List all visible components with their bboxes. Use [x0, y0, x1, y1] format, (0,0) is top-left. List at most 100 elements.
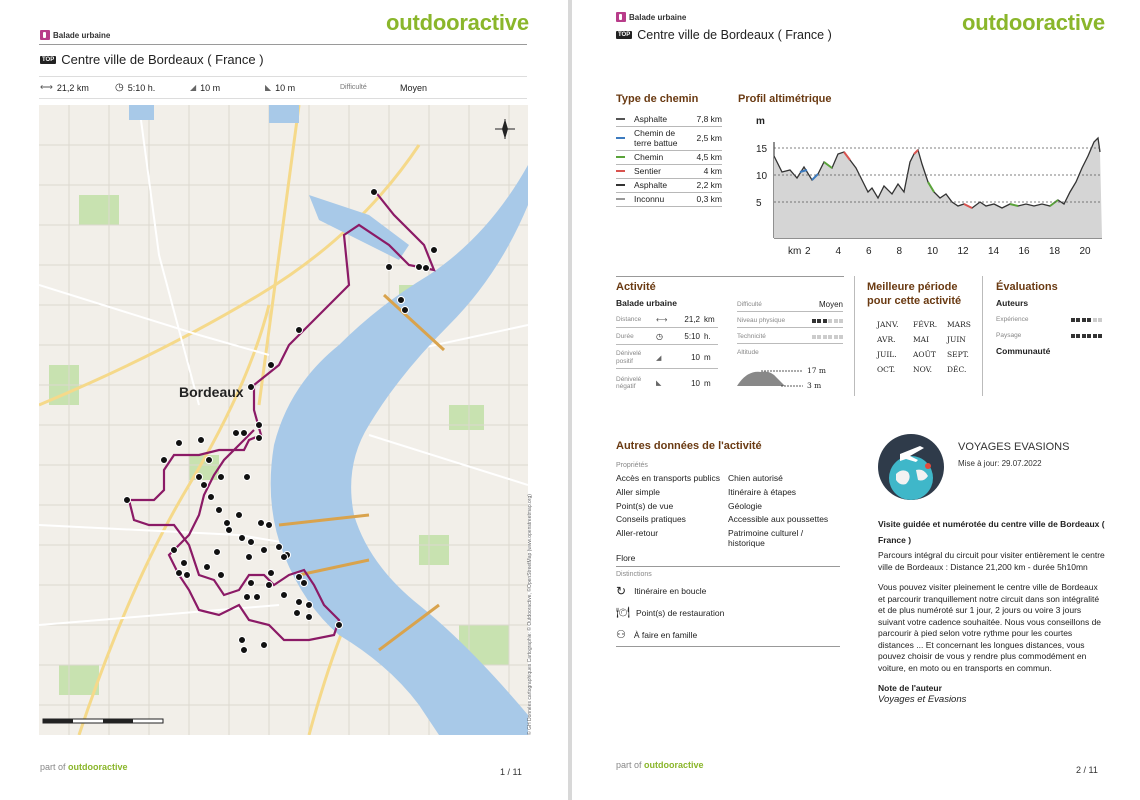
- level-dot: [1087, 334, 1091, 338]
- level-dot: [828, 335, 832, 339]
- path-type-label: Asphalte: [634, 180, 668, 190]
- profile-y-ticks: 15 10 5: [756, 144, 768, 209]
- divider: [39, 44, 527, 45]
- month-label: AOÛT: [913, 350, 936, 359]
- ascent-unit: m: [704, 353, 711, 362]
- activity-duration: Durée ◷ 5:10 h.: [616, 329, 718, 345]
- ascent-label: Dénivelé positif: [616, 350, 642, 365]
- path-type-label: Asphalte: [634, 114, 668, 124]
- divider: [616, 645, 840, 647]
- org-logo: [878, 434, 944, 500]
- vertical-divider: [982, 276, 983, 396]
- page-1: outdooractive Balade urbaine TOP Centre …: [0, 0, 568, 800]
- property-item: Aller simple: [616, 486, 660, 497]
- top-badge: TOP: [616, 31, 633, 39]
- properties-grid: Accès en transports publics Chien autoris…: [616, 473, 840, 549]
- property-item: Itinéraire à étapes: [728, 486, 797, 497]
- vertical-divider: [854, 276, 855, 396]
- level-dot: [1081, 334, 1086, 338]
- activity-physical: Niveau physique: [737, 314, 843, 328]
- x-tick-label: 14: [988, 246, 1000, 257]
- path-type-value: 2,5 km: [696, 133, 722, 143]
- month-label: JANV.: [877, 320, 899, 329]
- clock-icon: ◷: [656, 332, 663, 341]
- other-data-heading: Autres données de l'activité: [616, 440, 762, 452]
- descent-value: 10: [691, 378, 700, 388]
- category-text: Balade urbaine: [629, 12, 687, 22]
- experience-dots: [1069, 315, 1102, 324]
- property-item: Accès en transports publics: [616, 473, 720, 483]
- level-dot: [1076, 318, 1080, 322]
- compass-icon: [495, 119, 515, 139]
- page-footer: part of outdooractive: [40, 762, 128, 772]
- path-type-value: 4 km: [703, 166, 722, 176]
- activity-difficulty: Difficulté Moyen: [737, 298, 843, 312]
- path-type-value: 2,2 km: [696, 180, 722, 190]
- path-type-row: Chemin 4,5 km: [616, 151, 722, 165]
- descent-icon: ◣: [265, 83, 272, 92]
- distinction-restaurant: 🍽 Point(s) de restauration: [616, 606, 840, 620]
- profile-area: [774, 138, 1102, 238]
- landscape-row: Paysage: [996, 331, 1102, 340]
- distance-stat: ⟷ 21,2 km: [40, 82, 115, 93]
- descent-icon: ◣: [656, 380, 662, 387]
- distance-value: 21,2: [684, 315, 700, 324]
- difficulty-label: Difficulté: [340, 84, 367, 91]
- duration-unit: h.: [704, 332, 711, 341]
- month-label: DÉC.: [947, 365, 967, 374]
- bridges: [278, 293, 446, 652]
- month-label: MARS: [947, 320, 971, 329]
- divider: [616, 565, 840, 567]
- path-type-row: Chemin de terre battue 2,5 km: [616, 127, 722, 151]
- level-dot: [811, 335, 816, 339]
- title-text: Centre ville de Bordeaux ( France ): [637, 28, 832, 42]
- landscape-label: Paysage: [996, 332, 1022, 339]
- page-number: 2 / 11: [1076, 765, 1098, 775]
- property-item: Aller-retour: [616, 528, 659, 539]
- activity-distance: Distance ⟷ 21,2 km: [616, 312, 718, 328]
- distinction-text: À faire en famille: [633, 629, 698, 640]
- category-label: Balade urbaine: [40, 30, 110, 40]
- city-label: Bordeaux: [179, 384, 244, 400]
- profile-x-ticks: 2 4 6 8 10 12 14 16 18 20: [805, 246, 1091, 257]
- month-label: JUIN: [947, 335, 966, 344]
- x-tick-label: 16: [1019, 246, 1031, 257]
- restaurant-icon: 🍽: [616, 607, 630, 620]
- physical-label: Niveau physique: [737, 317, 786, 324]
- path-type-row: Asphalte 2,2 km: [616, 179, 722, 193]
- footer-prefix: part of: [616, 760, 645, 770]
- distinction-loop: ↻ Itinéraire en boucle: [616, 584, 840, 598]
- property-item: Géologie: [728, 500, 763, 511]
- experience-row: Expérience: [996, 315, 1102, 324]
- physical-level-dots: [810, 316, 843, 325]
- page-2: outdooractive Balade urbaine TOP Centre …: [572, 0, 1140, 800]
- x-tick-label: 18: [1049, 246, 1061, 257]
- org-name: VOYAGES EVASIONS: [958, 441, 1070, 453]
- level-dot: [1070, 334, 1075, 338]
- top-badge: TOP: [40, 55, 57, 64]
- y-tick-label: 10: [756, 171, 768, 182]
- walking-icon: [40, 30, 50, 40]
- ratings-heading: Évaluations: [996, 281, 1058, 293]
- path-type-label: Sentier: [634, 166, 661, 176]
- author-note-value: Voyages et Evasions: [878, 694, 967, 706]
- ascent-value: 10: [691, 353, 700, 362]
- family-icon: ⚇: [616, 629, 626, 642]
- descent-label: Dénivelé négatif: [616, 375, 642, 390]
- path-type-row: Asphalte 7,8 km: [616, 113, 722, 127]
- distinctions-label: Distinctions: [616, 570, 652, 578]
- route-map[interactable]: Bordeaux: [39, 105, 528, 735]
- level-dot: [839, 335, 843, 339]
- duration-value: 5:10 h.: [127, 82, 156, 93]
- month-label: MAI: [913, 335, 930, 344]
- path-color-swatch: [616, 184, 625, 186]
- x-tick-label: 10: [927, 246, 939, 257]
- clock-icon: ◷: [115, 82, 124, 93]
- level-dot: [822, 335, 827, 339]
- level-dot: [833, 319, 838, 323]
- loop-icon: ↻: [616, 583, 627, 598]
- duration-label: Durée: [616, 333, 634, 340]
- path-color-swatch: [616, 156, 625, 158]
- divider: [39, 98, 527, 99]
